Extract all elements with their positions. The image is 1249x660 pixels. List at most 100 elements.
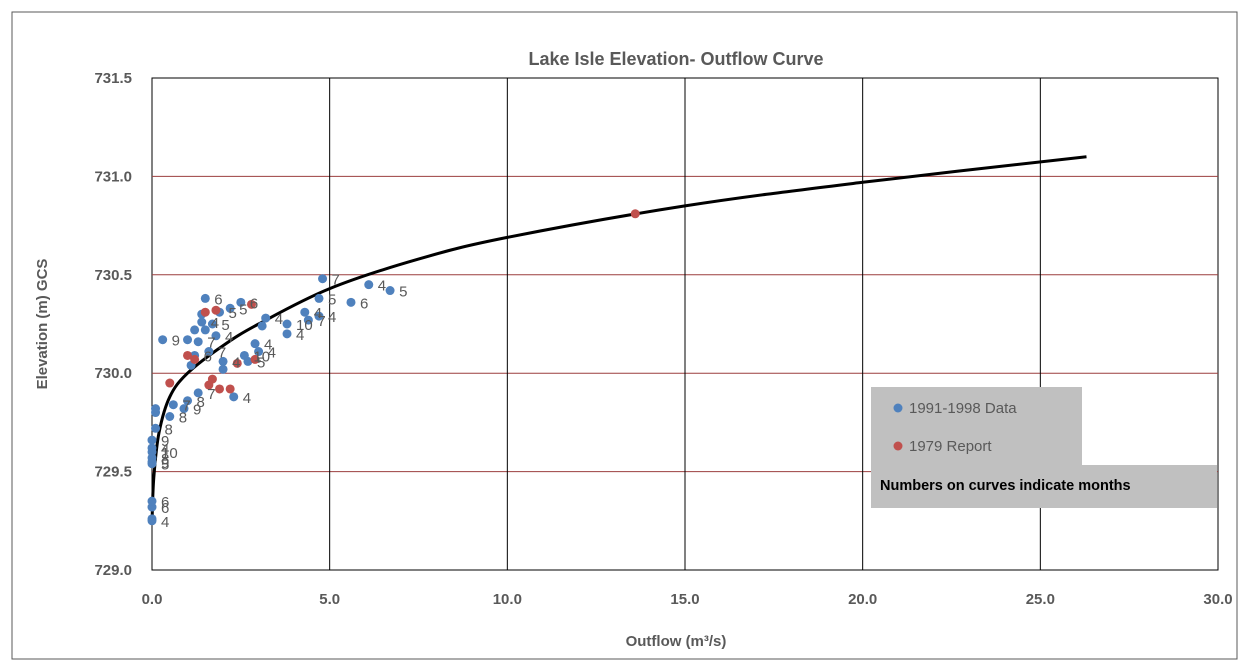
data-point-1979 (215, 384, 225, 394)
data-point-1979 (200, 307, 210, 317)
month-label: 4 (161, 441, 169, 458)
data-point-1991-1998 (385, 286, 395, 296)
month-label: 8 (165, 421, 173, 438)
data-point-1991-1998 (193, 388, 203, 398)
data-point-1991-1998 (200, 325, 210, 335)
month-label: 4 (314, 305, 322, 322)
month-label: 10 (253, 348, 270, 365)
data-point-1991-1998 (300, 307, 310, 317)
month-label: 6 (214, 291, 222, 308)
data-point-1979 (190, 354, 200, 364)
y-axis-label: Elevation (m) GCS (34, 259, 51, 390)
data-point-1991-1998 (243, 356, 253, 366)
legend-label-1991-1998: 1991-1998 Data (909, 400, 1017, 417)
month-label: 4 (225, 329, 233, 346)
x-axis-label: Outflow (m³/s) (626, 633, 727, 650)
data-point-1991-1998 (197, 317, 207, 327)
month-label: 7 (207, 386, 215, 403)
month-label: 4 (264, 337, 272, 354)
data-point-1991-1998 (168, 400, 178, 410)
data-point-1979 (207, 374, 217, 384)
chart-title: Lake Isle Elevation- Outflow Curve (528, 49, 823, 69)
month-label: 4 (328, 309, 336, 326)
x-tick-label: 30.0 (1203, 591, 1232, 608)
month-label: 4 (296, 327, 304, 344)
month-label: 5 (399, 284, 407, 301)
data-point-1979 (211, 305, 221, 315)
x-tick-label: 15.0 (670, 591, 699, 608)
x-tick-label: 25.0 (1026, 591, 1055, 608)
data-point-1991-1998 (165, 411, 175, 421)
month-label: 10 (161, 445, 178, 462)
data-point-1991-1998 (183, 396, 193, 406)
y-tick-label: 731.0 (94, 168, 132, 185)
month-label: 7 (332, 272, 340, 289)
month-label: 4 (243, 390, 251, 407)
data-points (147, 209, 640, 526)
legend-marker-1979 (893, 441, 903, 451)
data-point-1979 (183, 350, 193, 360)
data-point-1979 (250, 354, 260, 364)
month-label: 6 (250, 295, 258, 312)
y-tick-label: 729.5 (94, 464, 132, 481)
data-point-1991-1998 (183, 335, 193, 345)
month-label: 10 (296, 317, 313, 334)
data-point-1991-1998 (151, 404, 161, 414)
data-point-1991-1998 (303, 315, 313, 325)
y-tick-label: 729.0 (94, 562, 132, 579)
data-point-1991-1998 (147, 443, 157, 453)
x-tick-label: 20.0 (848, 591, 877, 608)
month-label: 8 (197, 394, 205, 411)
legend-marker-1991-1998 (893, 403, 903, 413)
data-point-1991-1998 (282, 319, 292, 329)
data-point-1991-1998 (225, 303, 235, 313)
month-label: 6 (161, 494, 169, 511)
data-point-1991-1998 (193, 337, 203, 347)
data-point-1991-1998 (229, 392, 239, 402)
data-point-1991-1998 (314, 293, 324, 303)
month-label: 4 (211, 315, 219, 332)
legend-box-lower (871, 465, 1217, 508)
data-point-1991-1998 (254, 347, 264, 357)
y-tick-label: 730.0 (94, 365, 132, 382)
month-label: 4 (378, 278, 386, 295)
data-point-1991-1998 (346, 297, 356, 307)
data-point-1979 (246, 299, 256, 309)
month-label: 6 (204, 348, 212, 365)
data-point-1991-1998 (200, 293, 210, 303)
data-point-1991-1998 (147, 435, 157, 445)
data-point-1991-1998 (257, 321, 267, 331)
month-label: 7 (317, 313, 325, 330)
month-label: 6 (161, 500, 169, 517)
data-point-1991-1998 (207, 319, 217, 329)
data-point-1979 (232, 358, 242, 368)
data-point-1991-1998 (158, 335, 168, 345)
month-label: 9 (161, 433, 169, 450)
y-tick-label: 730.5 (94, 267, 132, 284)
data-point-1991-1998 (250, 339, 260, 349)
month-label: 8 (179, 409, 187, 426)
month-label: 4 (232, 354, 240, 371)
x-tick-label: 5.0 (319, 591, 340, 608)
data-point-1991-1998 (364, 280, 374, 290)
x-tick-label: 10.0 (493, 591, 522, 608)
data-point-1991-1998 (236, 297, 246, 307)
month-label: 5 (229, 305, 237, 322)
data-point-1979 (630, 209, 640, 219)
month-label: 5 (257, 354, 265, 371)
data-point-1991-1998 (147, 496, 157, 506)
month-label: 8 (161, 451, 169, 468)
data-point-1991-1998 (179, 404, 189, 414)
legend-label-1979: 1979 Report (909, 438, 992, 455)
data-point-1991-1998 (204, 347, 214, 357)
data-point-1991-1998 (218, 356, 228, 366)
data-point-1991-1998 (147, 514, 157, 524)
data-point-1991-1998 (318, 274, 328, 284)
data-point-1991-1998 (314, 311, 324, 321)
data-point-1979 (165, 378, 175, 388)
data-point-1991-1998 (261, 313, 271, 323)
x-tick-label: 0.0 (142, 591, 163, 608)
month-label: 7 (207, 335, 215, 352)
